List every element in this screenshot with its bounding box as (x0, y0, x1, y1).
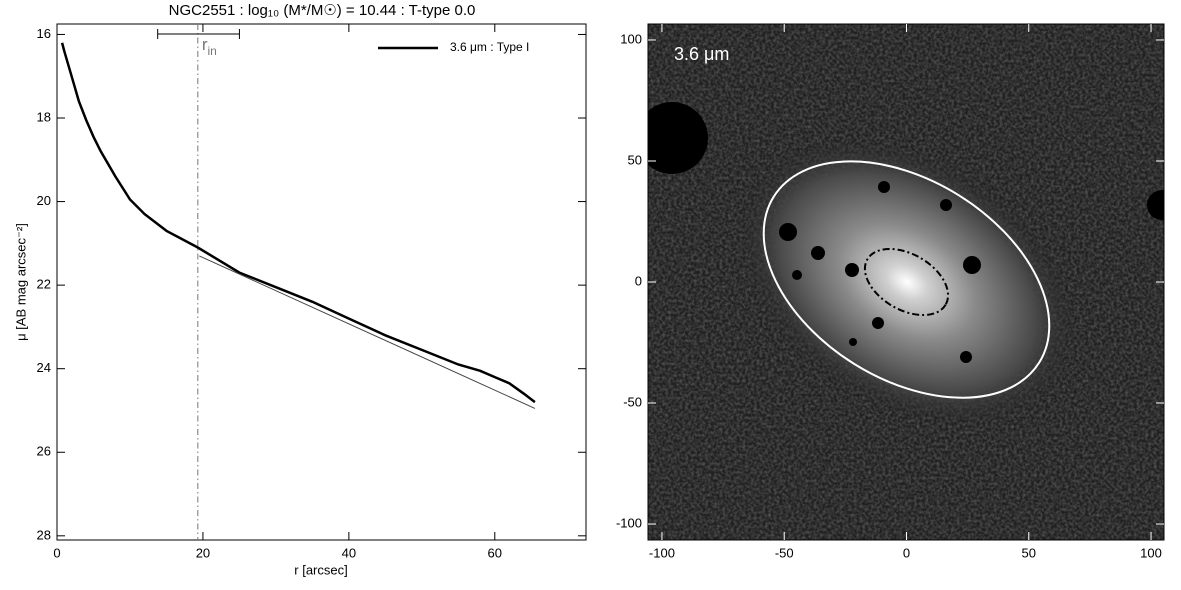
y-tick-label: -100 (616, 515, 642, 530)
x-tick-label: 40 (342, 545, 356, 560)
y-tick-label: 16 (37, 26, 51, 41)
image-label: 3.6 μm (674, 44, 729, 64)
y-tick-label: 100 (620, 31, 642, 46)
x-tick-label: 100 (1140, 545, 1162, 560)
aperture-ellipse (863, 247, 950, 317)
r-in-label: rin (202, 35, 217, 58)
y-axis-label: μ [AB mag arcsec⁻²] (13, 223, 28, 341)
y-tick-label: 0 (635, 273, 642, 288)
aperture-ellipse (762, 160, 1051, 399)
x-tick-label: 60 (488, 545, 502, 560)
y-tick-label: 18 (37, 109, 51, 124)
y-tick-label: 50 (628, 152, 642, 167)
masks (648, 102, 1164, 363)
image (648, 24, 1164, 540)
y-tick-label: 28 (37, 527, 51, 542)
fit-line (199, 255, 536, 409)
plot-frame (56, 23, 587, 541)
x-tick-label: -100 (649, 545, 675, 560)
chart-title: NGC2551 : log₁₀ (M*/M☉) = 10.44 : T-type… (169, 2, 476, 19)
y-tick-label: 22 (37, 277, 51, 292)
profile-line (60, 42, 536, 404)
legend-label: 3.6 μm : Type I (450, 40, 529, 54)
r-in-main: r (202, 35, 208, 54)
y-tick-label: 26 (37, 444, 51, 459)
r-in-sub: in (207, 44, 216, 58)
y-tick-label: 24 (37, 360, 51, 375)
y-tick-label: -50 (623, 394, 642, 409)
x-tick-label: 0 (53, 545, 60, 560)
x-tick-label: -50 (775, 545, 794, 560)
x-axis-label: r [arcsec] (294, 562, 347, 577)
y-tick-label: 20 (37, 193, 51, 208)
x-tick-label: 20 (196, 545, 210, 560)
x-tick-label: 0 (903, 545, 910, 560)
x-tick-label: 50 (1022, 545, 1036, 560)
